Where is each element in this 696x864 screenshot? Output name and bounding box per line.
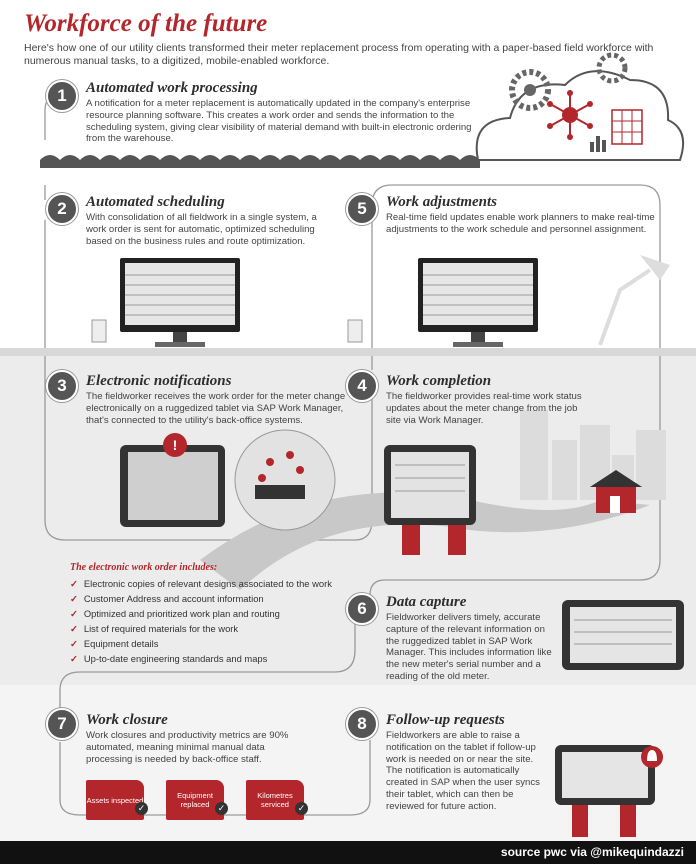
- step-6-desc: Fieldworker delivers timely, accurate ca…: [386, 612, 552, 682]
- folder-equipment-replaced: Equipment replaced: [166, 780, 224, 820]
- folder-assets-inspected: Assets inspected: [86, 780, 144, 820]
- step-1-title: Automated work processing: [86, 80, 258, 96]
- list-item: ✓ Electronic copies of relevant designs a…: [70, 578, 332, 589]
- includes-list: ✓ Electronic copies of relevant designs a…: [70, 576, 360, 666]
- step-6-title: Data capture: [386, 594, 467, 610]
- step-7-desc: Work closures and productivity metrics a…: [86, 730, 289, 765]
- step-1-number: 1: [46, 80, 78, 112]
- step-8-title: Follow-up requests: [386, 712, 505, 728]
- step-4-desc: The fieldworker provides real-time work …: [386, 391, 582, 426]
- step-1-desc: A notification for a meter replacement i…: [86, 98, 472, 145]
- step-8-desc: Fieldworkers are able to raise a notific…: [386, 730, 540, 812]
- check-icon: ✓: [135, 802, 148, 815]
- list-item: ✓ Equipment details: [70, 638, 159, 649]
- bar-chart-icon: [590, 136, 606, 152]
- desk-lamp-icon: [598, 268, 652, 346]
- spreadsheet-icon: [611, 109, 643, 145]
- list-item: ✓ Customer Address and account informatio…: [70, 593, 264, 604]
- check-icon: ✓: [70, 593, 78, 604]
- step-5-title: Work adjustments: [386, 194, 497, 210]
- intro-text: Here's how one of our utility clients tr…: [24, 42, 654, 67]
- step-3-title: Electronic notifications: [86, 373, 232, 389]
- check-icon: ✓: [70, 638, 78, 649]
- city-skyline: [520, 410, 666, 500]
- list-item: ✓ Up-to-date engineering standards and ma…: [70, 653, 268, 664]
- check-icon: ✓: [70, 653, 78, 664]
- list-item: ✓ Optimized and prioritized work plan and…: [70, 608, 280, 619]
- cloud-icon: [475, 70, 684, 161]
- step-2-title: Automated scheduling: [86, 194, 225, 210]
- check-icon: ✓: [70, 578, 78, 589]
- step-3-number: 3: [46, 370, 78, 402]
- step-8-number: 8: [346, 708, 378, 740]
- flow-diagram-svg: !: [0, 52, 696, 837]
- footer-credit: source pwc via @mikequindazzi: [0, 841, 696, 864]
- step-4-number: 4: [346, 370, 378, 402]
- step-4-title: Work completion: [386, 373, 492, 389]
- page-title: Workforce of the future: [24, 10, 268, 37]
- step-5-number: 5: [346, 193, 378, 225]
- step-7-number: 7: [46, 708, 78, 740]
- check-icon: ✓: [70, 608, 78, 619]
- step-7-title: Work closure: [86, 712, 168, 728]
- step-2-number: 2: [46, 193, 78, 225]
- includes-title: The electronic work order includes:: [70, 562, 218, 573]
- gear-icon: [509, 69, 551, 111]
- cloud-strip: [40, 155, 480, 168]
- alert-icon: [163, 433, 187, 457]
- folder-kilometres-serviced: Kilometres serviced: [246, 780, 304, 820]
- svg-text:!: !: [173, 437, 178, 453]
- map-zoom: [234, 429, 336, 531]
- list-item: ✓ List of required materials for the work: [70, 623, 239, 634]
- check-icon: ✓: [215, 802, 228, 815]
- step-5-desc: Real-time field updates enable work plan…: [386, 212, 655, 235]
- check-icon: ✓: [295, 802, 308, 815]
- gear-icon: [596, 52, 628, 84]
- step-6-number: 6: [346, 593, 378, 625]
- check-icon: ✓: [70, 623, 78, 634]
- step-3-desc: The fieldworker receives the work order …: [86, 391, 346, 426]
- step-2-desc: With consolidation of all fieldwork in a…: [86, 212, 317, 247]
